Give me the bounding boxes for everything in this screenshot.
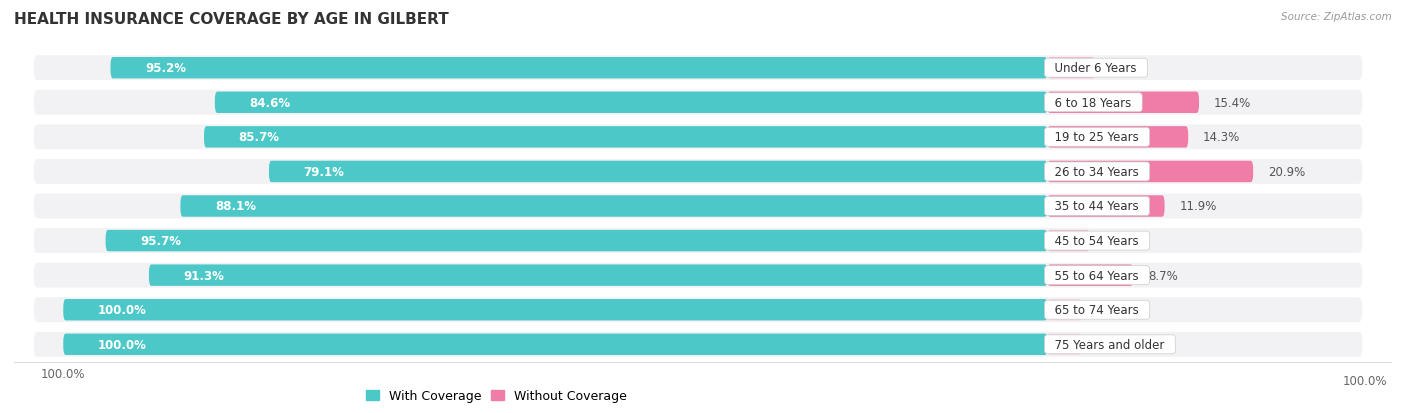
Text: 35 to 44 Years: 35 to 44 Years xyxy=(1047,200,1147,213)
FancyBboxPatch shape xyxy=(204,127,1047,148)
Text: 55 to 64 Years: 55 to 64 Years xyxy=(1047,269,1147,282)
Text: 88.1%: 88.1% xyxy=(215,200,256,213)
FancyBboxPatch shape xyxy=(1047,334,1083,355)
Text: 79.1%: 79.1% xyxy=(304,166,344,178)
Text: 8.7%: 8.7% xyxy=(1147,269,1178,282)
Text: 91.3%: 91.3% xyxy=(183,269,224,282)
Text: HEALTH INSURANCE COVERAGE BY AGE IN GILBERT: HEALTH INSURANCE COVERAGE BY AGE IN GILB… xyxy=(14,12,449,27)
FancyBboxPatch shape xyxy=(111,58,1047,79)
FancyBboxPatch shape xyxy=(1047,230,1090,252)
Legend: With Coverage, Without Coverage: With Coverage, Without Coverage xyxy=(361,385,631,408)
Text: Under 6 Years: Under 6 Years xyxy=(1047,62,1144,75)
FancyBboxPatch shape xyxy=(34,332,1362,357)
Text: 100.0%: 100.0% xyxy=(97,338,146,351)
Text: 65 to 74 Years: 65 to 74 Years xyxy=(1047,304,1147,316)
FancyBboxPatch shape xyxy=(149,265,1047,286)
FancyBboxPatch shape xyxy=(34,125,1362,150)
Text: 0.0%: 0.0% xyxy=(1097,304,1126,316)
Text: 26 to 34 Years: 26 to 34 Years xyxy=(1047,166,1147,178)
FancyBboxPatch shape xyxy=(63,299,1047,320)
FancyBboxPatch shape xyxy=(34,228,1362,254)
FancyBboxPatch shape xyxy=(1047,299,1083,320)
FancyBboxPatch shape xyxy=(215,93,1047,114)
FancyBboxPatch shape xyxy=(1047,93,1199,114)
FancyBboxPatch shape xyxy=(1047,127,1188,148)
FancyBboxPatch shape xyxy=(269,161,1047,183)
Text: 100.0%: 100.0% xyxy=(1343,374,1386,387)
Text: 11.9%: 11.9% xyxy=(1180,200,1216,213)
FancyBboxPatch shape xyxy=(105,230,1047,252)
Text: 95.2%: 95.2% xyxy=(145,62,186,75)
FancyBboxPatch shape xyxy=(1047,58,1095,79)
Text: 6 to 18 Years: 6 to 18 Years xyxy=(1047,97,1139,109)
FancyBboxPatch shape xyxy=(34,56,1362,81)
FancyBboxPatch shape xyxy=(180,196,1047,217)
Text: 95.7%: 95.7% xyxy=(141,235,181,247)
Text: 4.8%: 4.8% xyxy=(1109,62,1139,75)
FancyBboxPatch shape xyxy=(34,159,1362,185)
FancyBboxPatch shape xyxy=(1047,265,1133,286)
Text: 0.0%: 0.0% xyxy=(1097,338,1126,351)
FancyBboxPatch shape xyxy=(1047,196,1164,217)
Text: 14.3%: 14.3% xyxy=(1204,131,1240,144)
Text: 85.7%: 85.7% xyxy=(239,131,280,144)
FancyBboxPatch shape xyxy=(34,194,1362,219)
Text: 100.0%: 100.0% xyxy=(97,304,146,316)
Text: 45 to 54 Years: 45 to 54 Years xyxy=(1047,235,1147,247)
Text: 84.6%: 84.6% xyxy=(249,97,291,109)
FancyBboxPatch shape xyxy=(63,334,1047,355)
FancyBboxPatch shape xyxy=(34,90,1362,116)
Text: 19 to 25 Years: 19 to 25 Years xyxy=(1047,131,1147,144)
Text: 15.4%: 15.4% xyxy=(1213,97,1251,109)
Text: 20.9%: 20.9% xyxy=(1268,166,1305,178)
Text: 75 Years and older: 75 Years and older xyxy=(1047,338,1173,351)
FancyBboxPatch shape xyxy=(34,297,1362,323)
FancyBboxPatch shape xyxy=(34,263,1362,288)
FancyBboxPatch shape xyxy=(1047,161,1253,183)
Text: Source: ZipAtlas.com: Source: ZipAtlas.com xyxy=(1281,12,1392,22)
Text: 4.3%: 4.3% xyxy=(1105,235,1135,247)
